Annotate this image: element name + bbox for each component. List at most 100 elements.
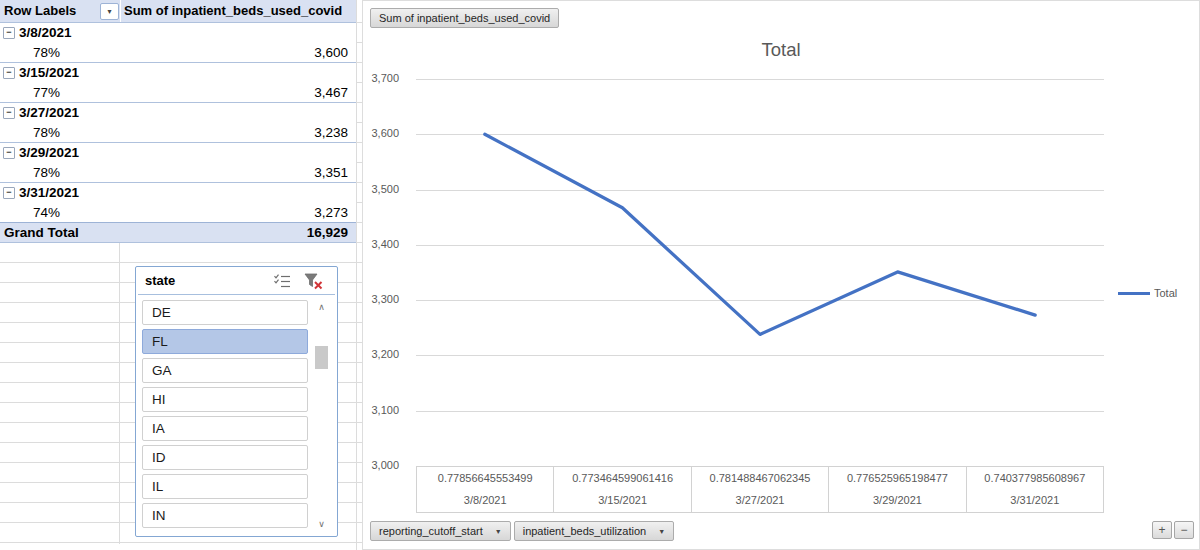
legend-line-swatch xyxy=(1118,292,1150,295)
slicer-item-fl[interactable]: FL xyxy=(142,329,308,354)
group-label: 3/15/2021 xyxy=(19,65,79,80)
pivot-detail-row[interactable]: 78% 3,238 xyxy=(0,122,356,142)
filter-dropdown-icon: ▾ xyxy=(107,8,111,16)
field-expand-collapse-buttons: + − xyxy=(1152,521,1194,539)
pivot-header-row: Row Labels ▾ Sum of inpatient_beds_used_… xyxy=(0,0,356,22)
detail-label: 78% xyxy=(0,45,60,60)
inpatient-beds-utilization-field-button[interactable]: inpatient_beds_utilization ▼ xyxy=(514,521,674,541)
x-axis-date-label: 3/27/2021 xyxy=(736,494,785,506)
slicer-header: state xyxy=(138,267,335,295)
x-axis-category-cell: 0.781488467062345 3/27/2021 xyxy=(691,467,828,512)
x-axis-date-label: 3/31/2021 xyxy=(1010,494,1059,506)
sheet-column-gridline xyxy=(119,243,120,544)
collapse-outline-button[interactable]: − xyxy=(3,67,15,79)
pivot-rows: −3/8/202178%3,600−3/15/202177%3,467−3/27… xyxy=(0,22,356,222)
axis-field-buttons: reporting_cutoff_start ▼ inpatient_beds_… xyxy=(370,521,674,541)
chart-legend: Total xyxy=(1118,287,1177,299)
reporting-cutoff-start-field-button[interactable]: reporting_cutoff_start ▼ xyxy=(370,521,511,541)
slicer-item-id[interactable]: ID xyxy=(142,445,308,470)
y-axis-tick-label: 3,400 xyxy=(365,238,399,250)
detail-value: 3,351 xyxy=(314,165,356,180)
collapse-field-button[interactable]: − xyxy=(1174,521,1194,539)
group-label: 3/29/2021 xyxy=(19,145,79,160)
x-axis-utilization-label: 0.740377985608967 xyxy=(984,472,1085,484)
x-axis-date-label: 3/8/2021 xyxy=(464,494,507,506)
x-axis-date-label: 3/29/2021 xyxy=(873,494,922,506)
pivot-detail-row[interactable]: 74% 3,273 xyxy=(0,202,356,222)
excel-workspace: Row Labels ▾ Sum of inpatient_beds_used_… xyxy=(0,0,1200,550)
group-label: 3/31/2021 xyxy=(19,185,79,200)
value-field-button[interactable]: Sum of inpatient_beds_used_covid xyxy=(370,8,559,28)
total-series-line xyxy=(485,134,1035,334)
state-slicer: state xyxy=(135,266,338,537)
group-label: 3/27/2021 xyxy=(19,105,79,120)
row-labels-header: Row Labels xyxy=(4,3,76,18)
values-header-cell[interactable]: Sum of inpatient_beds_used_covid xyxy=(120,0,356,22)
slicer-item-hi[interactable]: HI xyxy=(142,387,308,412)
x-axis: 0.77856645553499 3/8/2021 0.77346459906141… xyxy=(416,466,1104,513)
pivot-table: Row Labels ▾ Sum of inpatient_beds_used_… xyxy=(0,0,356,243)
collapse-outline-button[interactable]: − xyxy=(3,27,15,39)
pivot-group-row[interactable]: −3/15/2021 xyxy=(0,62,356,82)
row-labels-header-cell[interactable]: Row Labels ▾ xyxy=(0,0,120,22)
y-axis-tick-label: 3,300 xyxy=(365,293,399,305)
x-axis-utilization-label: 0.776525965198477 xyxy=(847,472,948,484)
detail-label: 78% xyxy=(0,165,60,180)
y-axis-tick-label: 3,200 xyxy=(365,348,399,360)
pivot-group-row[interactable]: −3/29/2021 xyxy=(0,142,356,162)
multi-select-icon[interactable] xyxy=(271,271,293,291)
dropdown-arrow-icon: ▼ xyxy=(495,528,502,535)
slicer-item-de[interactable]: DE xyxy=(142,300,308,325)
slicer-item-list: DE FL GA HI IA ID IL IN xyxy=(142,300,308,532)
detail-value: 3,273 xyxy=(314,205,356,220)
x-axis-category-cell: 0.740377985608967 3/31/2021 xyxy=(966,467,1103,512)
pivot-group-row[interactable]: −3/8/2021 xyxy=(0,22,356,42)
clear-filter-icon[interactable] xyxy=(303,271,325,291)
pivot-grand-total-row[interactable]: Grand Total 16,929 xyxy=(0,222,356,243)
spreadsheet-pane: Row Labels ▾ Sum of inpatient_beds_used_… xyxy=(0,0,362,550)
scroll-down-arrow-icon[interactable]: ∨ xyxy=(313,518,330,531)
pivot-group-row[interactable]: −3/31/2021 xyxy=(0,182,356,202)
grand-total-value: 16,929 xyxy=(307,225,356,240)
slicer-item-ga[interactable]: GA xyxy=(142,358,308,383)
scrollbar-thumb[interactable] xyxy=(315,346,328,369)
pivot-detail-row[interactable]: 77% 3,467 xyxy=(0,82,356,102)
group-label: 3/8/2021 xyxy=(19,25,72,40)
x-axis-category-cell: 0.77856645553499 3/8/2021 xyxy=(417,467,553,512)
scroll-up-arrow-icon[interactable]: ∧ xyxy=(313,301,330,314)
values-header: Sum of inpatient_beds_used_covid xyxy=(124,3,342,18)
pivot-chart: Sum of inpatient_beds_used_covid Total 3… xyxy=(362,0,1200,550)
y-axis-tick-label: 3,600 xyxy=(365,127,399,139)
detail-value: 3,467 xyxy=(314,85,356,100)
collapse-outline-button[interactable]: − xyxy=(3,187,15,199)
slicer-title: state xyxy=(145,273,175,288)
slicer-item-in[interactable]: IN xyxy=(142,503,308,528)
x-axis-utilization-label: 0.773464599061416 xyxy=(572,472,673,484)
y-axis-tick-label: 3,100 xyxy=(365,404,399,416)
dropdown-arrow-icon: ▼ xyxy=(658,528,665,535)
pivot-detail-row[interactable]: 78% 3,351 xyxy=(0,162,356,182)
x-axis-utilization-label: 0.781488467062345 xyxy=(710,472,811,484)
detail-label: 77% xyxy=(0,85,60,100)
sheet-column-gridline xyxy=(356,0,357,550)
y-axis-tick-label: 3,700 xyxy=(365,72,399,84)
row-labels-filter-button[interactable]: ▾ xyxy=(100,3,119,20)
chart-title: Total xyxy=(363,39,1199,61)
expand-field-button[interactable]: + xyxy=(1152,521,1172,539)
pivot-group-row[interactable]: −3/27/2021 xyxy=(0,102,356,122)
x-axis-category-cell: 0.773464599061416 3/15/2021 xyxy=(553,467,690,512)
collapse-outline-button[interactable]: − xyxy=(3,147,15,159)
slicer-item-ia[interactable]: IA xyxy=(142,416,308,441)
detail-label: 74% xyxy=(0,205,60,220)
y-axis-tick-label: 3,500 xyxy=(365,183,399,195)
x-axis-date-label: 3/15/2021 xyxy=(598,494,647,506)
detail-value: 3,238 xyxy=(314,125,356,140)
x-axis-category-cell: 0.776525965198477 3/29/2021 xyxy=(828,467,965,512)
collapse-outline-button[interactable]: − xyxy=(3,107,15,119)
slicer-item-il[interactable]: IL xyxy=(142,474,308,499)
detail-label: 78% xyxy=(0,125,60,140)
legend-label: Total xyxy=(1154,287,1177,299)
pivot-detail-row[interactable]: 78%3,600 xyxy=(0,42,356,62)
x-axis-utilization-label: 0.77856645553499 xyxy=(438,472,533,484)
y-axis-tick-label: 3,000 xyxy=(365,459,399,471)
